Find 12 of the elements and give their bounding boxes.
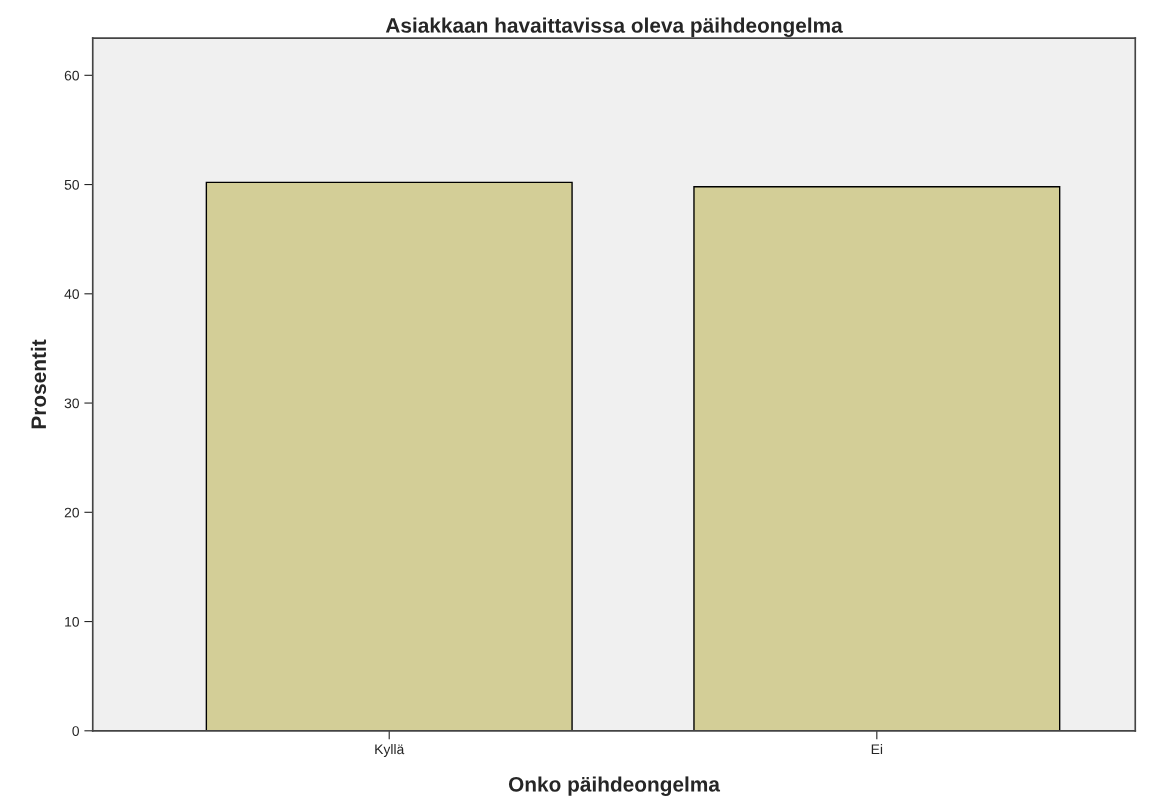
y-tick-label: 40 <box>64 289 80 299</box>
chart-title: Asiakkaan havaittavissa oleva päihdeongelma <box>385 17 843 38</box>
y-tick-label: 10 <box>65 616 80 627</box>
x-axis-title: Onko päihdeongelma <box>508 776 721 796</box>
y-tick-label: 20 <box>64 507 80 518</box>
y-tick-label: 60 <box>64 70 80 81</box>
x-tick-label: Ei <box>871 743 883 755</box>
x-tick-label: Kyllä <box>375 743 405 757</box>
y-tick-label: 50 <box>64 179 80 190</box>
y-tick-label: 0 <box>72 726 80 736</box>
y-tick-label: 30 <box>64 398 80 409</box>
y-axis-title: Prosentit <box>30 339 47 429</box>
